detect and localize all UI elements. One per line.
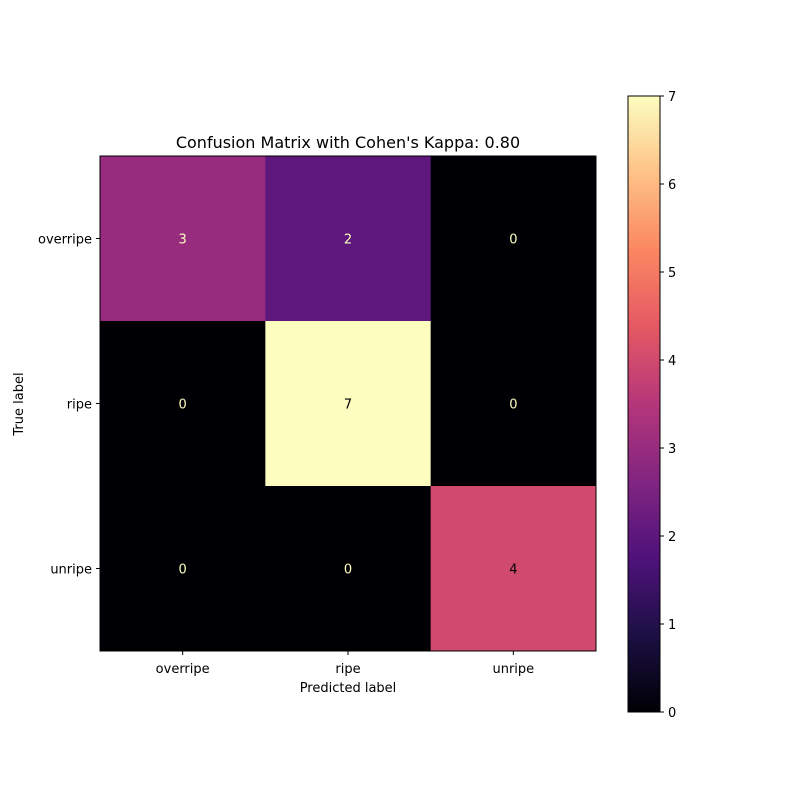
colorbar-tick-label: 1 — [668, 618, 676, 633]
colorbar-tick-label: 0 — [668, 706, 676, 721]
colorbar-tick-label: 7 — [668, 90, 676, 105]
matrix-cell-value: 4 — [509, 563, 517, 578]
matrix-cell-value: 0 — [179, 563, 187, 578]
matrix-cell-value: 0 — [509, 398, 517, 413]
matrix-cell — [265, 486, 432, 652]
chart-title: Confusion Matrix with Cohen's Kappa: 0.8… — [176, 133, 520, 152]
x-axis-ticks: overripe ripe unripe — [156, 651, 534, 677]
matrix-cell-value: 0 — [344, 563, 352, 578]
y-axis-label: True label — [12, 372, 27, 436]
matrix-cell — [100, 156, 266, 322]
matrix-cell — [430, 156, 597, 322]
x-tick-label: unripe — [492, 662, 534, 677]
matrix-cell-value: 7 — [344, 398, 352, 413]
y-tick-label: ripe — [67, 398, 92, 413]
matrix-cell — [265, 321, 432, 487]
colorbar-tick-label: 6 — [668, 178, 676, 193]
matrix-cells — [100, 156, 597, 652]
matrix-cell — [265, 156, 432, 322]
y-tick-label: unripe — [50, 563, 92, 578]
x-axis-label: Predicted label — [300, 681, 397, 696]
y-tick-label: overripe — [38, 233, 92, 248]
matrix-cell-labels: 3 2 0 0 7 0 0 0 4 — [179, 233, 518, 578]
matrix-cell — [430, 486, 597, 652]
matrix-cell — [100, 486, 266, 652]
colorbar-tick-label: 3 — [668, 442, 676, 457]
matrix-cell-value: 0 — [179, 398, 187, 413]
x-tick-label: ripe — [335, 662, 360, 677]
matrix-cell-value: 2 — [344, 233, 352, 248]
x-tick-label: overripe — [156, 662, 210, 677]
matrix-cell — [100, 321, 266, 487]
matrix-cell-value: 3 — [179, 233, 187, 248]
colorbar-tick-label: 4 — [668, 354, 676, 369]
colorbar-tick-label: 2 — [668, 530, 676, 545]
colorbar — [627, 95, 661, 713]
matrix-cell — [430, 321, 597, 487]
colorbar-tick-label: 5 — [668, 266, 676, 281]
matrix-cell-value: 0 — [509, 233, 517, 248]
colorbar-ticks: 0 1 2 3 4 5 6 7 — [660, 90, 676, 721]
y-axis-ticks: overripe ripe unripe — [38, 233, 100, 578]
